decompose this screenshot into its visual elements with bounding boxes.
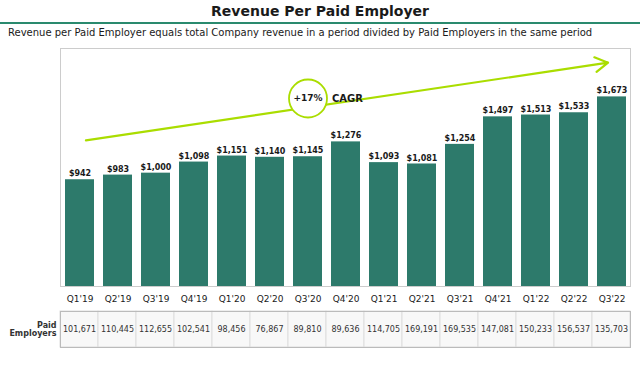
svg-text:110,445: 110,445 [101, 325, 134, 334]
html-text:Revenue Per Paid Employer: Revenue Per Paid Employer [211, 3, 429, 19]
svg-text:Q1'20: Q1'20 [219, 294, 246, 304]
svg-text:$1,497: $1,497 [483, 106, 514, 115]
svg-text:$1,145: $1,145 [293, 146, 324, 155]
svg-text:$1,098: $1,098 [179, 152, 210, 161]
svg-text:Q3'20: Q3'20 [295, 294, 322, 304]
svg-text:114,705: 114,705 [367, 325, 400, 334]
svg-text:Q4'19: Q4'19 [181, 294, 208, 304]
svg-text:147,081: 147,081 [481, 325, 514, 334]
svg-text:112,655: 112,655 [139, 325, 172, 334]
svg-text:Q1'19: Q1'19 [67, 294, 94, 304]
svg-text:Q3'19: Q3'19 [143, 294, 170, 304]
svg-text:169,535: 169,535 [443, 325, 476, 334]
svg-text:$1,093: $1,093 [369, 152, 400, 161]
svg-text:Q1'21: Q1'21 [371, 294, 398, 304]
svg-text:98,456: 98,456 [218, 325, 246, 334]
svg-text:76,867: 76,867 [256, 325, 284, 334]
svg-text:$1,151: $1,151 [217, 146, 248, 155]
svg-text:89,810: 89,810 [294, 325, 322, 334]
svg-text:135,703: 135,703 [595, 325, 628, 334]
svg-text:$1,000: $1,000 [141, 163, 172, 172]
svg-text:Q1'22: Q1'22 [523, 294, 550, 304]
svg-text:Q2'20: Q2'20 [257, 294, 284, 304]
svg-text:+17%: +17% [293, 93, 322, 103]
svg-text:169,191: 169,191 [405, 325, 438, 334]
svg-text:89,636: 89,636 [332, 325, 360, 334]
svg-text:$1,081: $1,081 [407, 154, 438, 163]
svg-text:$1,140: $1,140 [255, 147, 286, 156]
svg-text:150,233: 150,233 [519, 325, 552, 334]
svg-text:Q4'20: Q4'20 [333, 294, 360, 304]
svg-text:102,541: 102,541 [177, 325, 210, 334]
svg-text:Q4'21: Q4'21 [485, 294, 512, 304]
svg-text:$942: $942 [69, 169, 91, 178]
svg-text:Q2'19: Q2'19 [105, 294, 132, 304]
svg-text:$1,673: $1,673 [597, 86, 628, 95]
svg-text:Q2'22: Q2'22 [561, 294, 588, 304]
svg-text:101,671: 101,671 [63, 325, 96, 334]
svg-text:Q3'21: Q3'21 [447, 294, 474, 304]
svg-text:$1,276: $1,276 [331, 131, 362, 140]
svg-text:Q3'22: Q3'22 [599, 294, 626, 304]
svg-text:$1,254: $1,254 [445, 134, 476, 143]
svg-text:CAGR: CAGR [332, 93, 363, 104]
svg-text:156,537: 156,537 [557, 325, 590, 334]
svg-text:$983: $983 [107, 165, 129, 174]
svg-text:Q2'21: Q2'21 [409, 294, 436, 304]
html-text:Revenue per Paid Employer equa: Revenue per Paid Employer equals total C… [8, 27, 593, 38]
svg-text:$1,533: $1,533 [559, 102, 590, 111]
svg-text:PaidEmployers: PaidEmployers [9, 321, 56, 338]
svg-text:$1,513: $1,513 [521, 105, 552, 114]
